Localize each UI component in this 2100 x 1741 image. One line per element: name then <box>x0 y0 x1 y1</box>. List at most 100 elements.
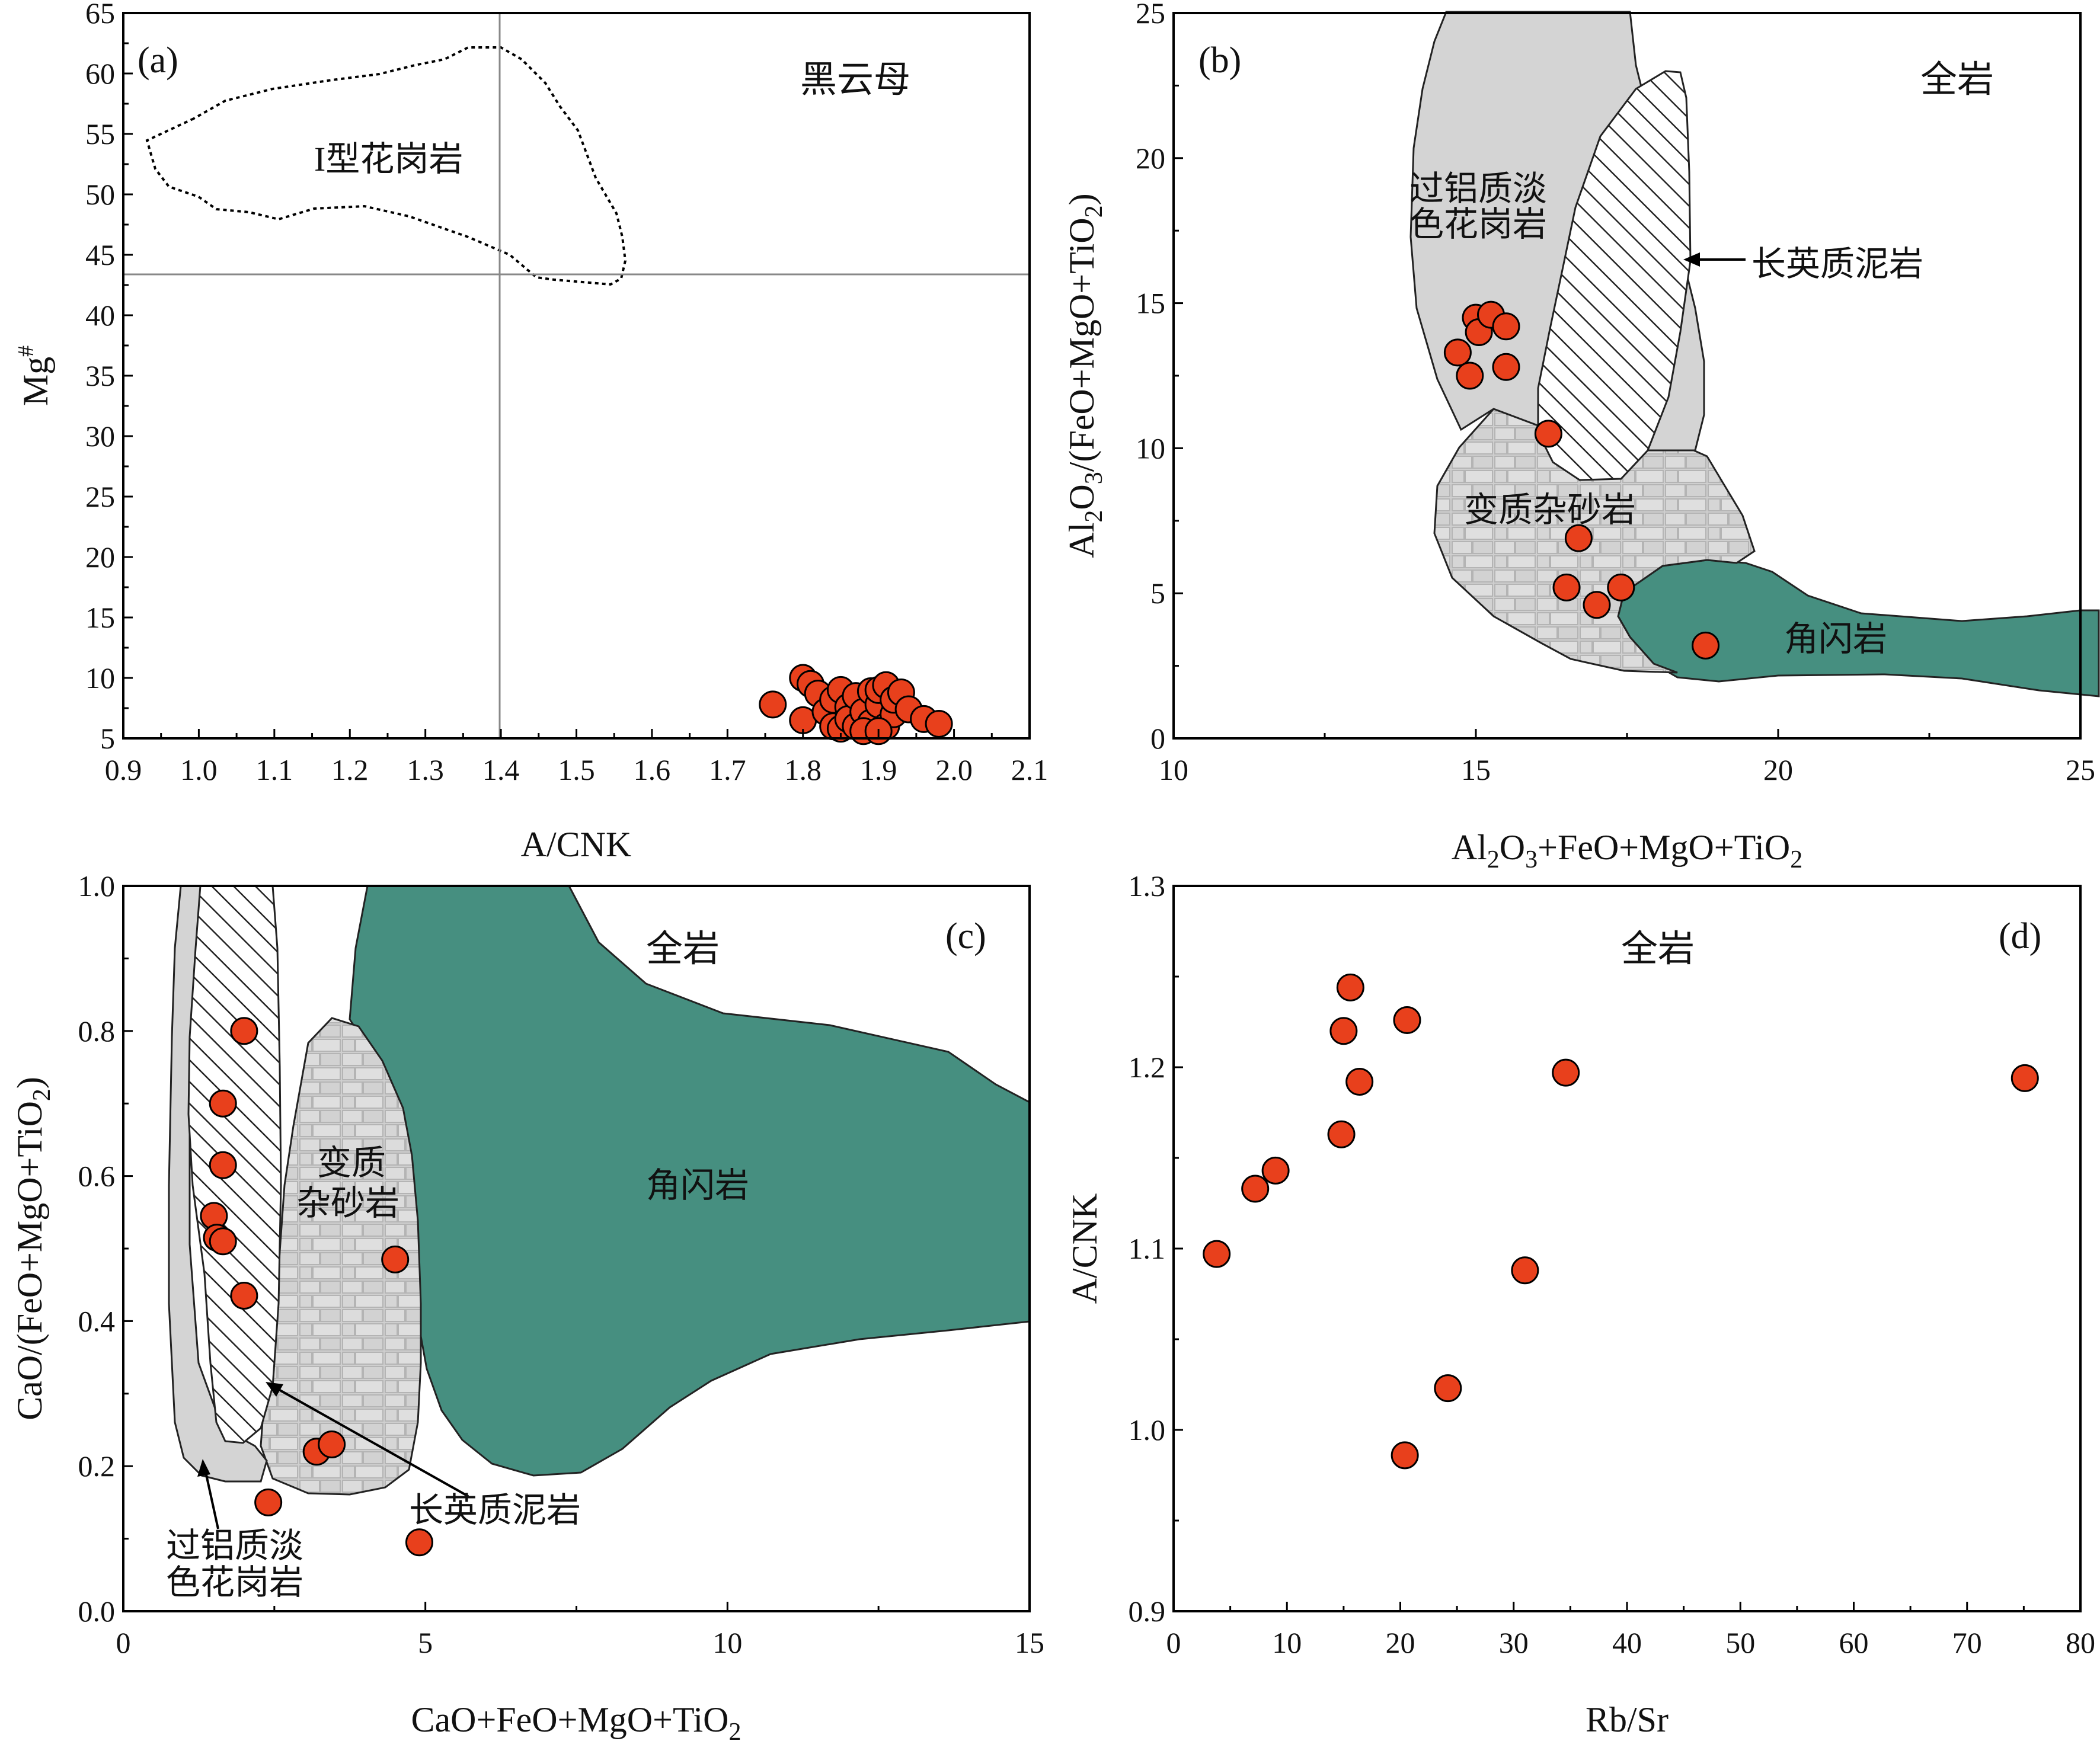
data-point <box>1552 573 1581 601</box>
data-point <box>1443 338 1472 367</box>
y-tick-label: 20 <box>1136 142 1165 175</box>
y-tick-label: 0.4 <box>78 1304 116 1337</box>
x-tick-label: 0 <box>116 1626 131 1659</box>
x-tick-label: 1.2 <box>331 753 369 786</box>
data-point <box>405 1528 433 1557</box>
y-tick-label: 0.0 <box>78 1595 116 1628</box>
y-tick-label: 35 <box>85 359 115 392</box>
y-tick-label: 25 <box>85 480 115 513</box>
peraluminous-label-1: 过铝质淡 <box>166 1526 303 1565</box>
data-point <box>1492 353 1520 381</box>
i-type-granite-label: I型花岗岩 <box>314 140 463 178</box>
x-tick-label: 40 <box>1612 1626 1642 1659</box>
arrowhead-icon <box>1683 252 1700 267</box>
panel-title: 全岩 <box>1621 929 1695 969</box>
greywacke-label: 变质杂砂岩 <box>1464 491 1636 529</box>
data-point <box>1241 1174 1270 1203</box>
x-tick-label: 10 <box>712 1626 742 1659</box>
x-axis-label: CaO+FeO+MgO+TiO2 <box>411 1700 741 1741</box>
data-point <box>1345 1067 1374 1096</box>
y-tick-label: 0.9 <box>1129 1595 1166 1628</box>
y-tick-label: 10 <box>1136 431 1165 465</box>
pelite-label: 长英质泥岩 <box>409 1491 581 1529</box>
y-tick-label: 1.3 <box>1129 869 1166 902</box>
i-type-granite-field <box>145 46 627 286</box>
x-tick-label: 2.1 <box>1011 753 1049 786</box>
peraluminous-label-2: 色花岗岩 <box>166 1563 303 1602</box>
x-tick-label: 20 <box>1386 1626 1415 1659</box>
x-tick-label: 1.0 <box>180 753 218 786</box>
data-point <box>1393 1006 1421 1034</box>
data-point <box>254 1488 283 1516</box>
y-tick-label: 45 <box>85 238 115 271</box>
x-tick-label: 15 <box>1015 1626 1044 1659</box>
y-tick-label: 1.0 <box>78 869 116 902</box>
x-axis-ticks: 0 10 20 30 40 50 60 70 80 <box>1166 1602 2095 1659</box>
data-point <box>1434 1374 1462 1403</box>
data-point <box>1534 420 1562 448</box>
x-axis-ticks: 10 15 20 25 <box>1159 729 2095 786</box>
data-point <box>230 1017 258 1045</box>
y-tick-label: 25 <box>1136 0 1165 30</box>
x-tick-label: 2.0 <box>935 753 973 786</box>
data-series <box>200 1017 433 1557</box>
data-point <box>1456 361 1484 390</box>
y-axis-ticks: 0.9 1.0 1.1 1.2 1.3 <box>1129 869 1183 1628</box>
felsic-pelite-field <box>1537 70 1692 481</box>
y-axis-label: Al2O3/(FeO+MgO+TiO2) <box>1062 193 1108 558</box>
x-tick-label: 80 <box>2066 1626 2095 1659</box>
data-point <box>1492 312 1520 341</box>
x-tick-label: 30 <box>1499 1626 1529 1659</box>
x-tick-label: 50 <box>1725 1626 1755 1659</box>
y-tick-label: 1.1 <box>1129 1232 1166 1265</box>
y-tick-label: 50 <box>85 178 115 211</box>
data-point <box>1564 524 1593 552</box>
pelite-label: 长英质泥岩 <box>1751 245 1923 283</box>
data-point <box>1391 1441 1419 1470</box>
x-tick-label: 1.9 <box>860 753 897 786</box>
panel-d: 0 10 20 30 40 50 60 70 80 0.9 1.0 1.1 1.2 1.3 (d) 全岩… <box>1065 869 2095 1739</box>
x-tick-label: 1.6 <box>634 753 671 786</box>
data-series <box>1203 973 2039 1470</box>
data-point <box>1329 1017 1358 1045</box>
y-axis-ticks: 0 5 10 15 20 25 <box>1136 0 1183 755</box>
y-axis-label: CaO/(FeO+MgO+TiO2) <box>10 1077 56 1420</box>
y-tick-label: 5 <box>100 722 115 755</box>
y-tick-label: 0 <box>1150 722 1165 755</box>
y-tick-label: 10 <box>85 661 115 695</box>
greywacke-label-2: 杂砂岩 <box>296 1184 399 1222</box>
panel-title: 全岩 <box>646 929 720 969</box>
data-point <box>1203 1240 1231 1268</box>
panel-c: 0 5 10 15 0.00.20.40.60.81.0 (c) 全岩 变质 杂砂岩 … <box>10 869 1044 1741</box>
x-axis-ticks: 0.9 1.0 1.1 1.2 1.3 1.4 1.5 1.6 1.7 1.8 1.9 2.0 2.1 <box>105 729 1049 786</box>
data-point <box>209 1151 237 1179</box>
data-point <box>1583 591 1611 619</box>
y-tick-label: 0.8 <box>78 1014 116 1048</box>
panel-title: 黑云母 <box>800 60 910 100</box>
data-point <box>209 1227 237 1256</box>
data-point <box>1336 973 1364 1001</box>
x-tick-label: 10 <box>1159 753 1188 786</box>
x-tick-label: 10 <box>1272 1626 1302 1659</box>
data-point <box>1511 1256 1539 1285</box>
x-tick-label: 1.3 <box>407 753 444 786</box>
peraluminous-arrow <box>203 1466 219 1529</box>
x-axis-label: Rb/Sr <box>1586 1700 1669 1739</box>
panel-title: 全岩 <box>1920 60 1994 100</box>
y-tick-label: 60 <box>85 57 115 90</box>
data-point <box>925 710 953 738</box>
data-point <box>759 690 787 719</box>
panel-label: (d) <box>1999 916 2041 956</box>
peraluminous-label-1: 过铝质淡 <box>1409 169 1547 208</box>
panel-label: (b) <box>1198 40 1241 81</box>
y-axis-ticks: 0.0 0.2 0.4 0.6 0.8 1.0 <box>78 869 133 1628</box>
plot-frame <box>122 12 1031 740</box>
panel-a: I型花岗岩 0.9 1.0 1.1 1.2 1.3 1.4 1.5 1.6 1.7 1.8 1.9 2… <box>14 0 1048 864</box>
y-tick-label: 15 <box>85 601 115 634</box>
panel-label: (c) <box>945 916 986 956</box>
data-point <box>2010 1064 2039 1092</box>
x-axis-label: A/CNK <box>521 825 632 864</box>
x-tick-label: 1.5 <box>558 753 595 786</box>
data-point <box>1261 1156 1290 1185</box>
